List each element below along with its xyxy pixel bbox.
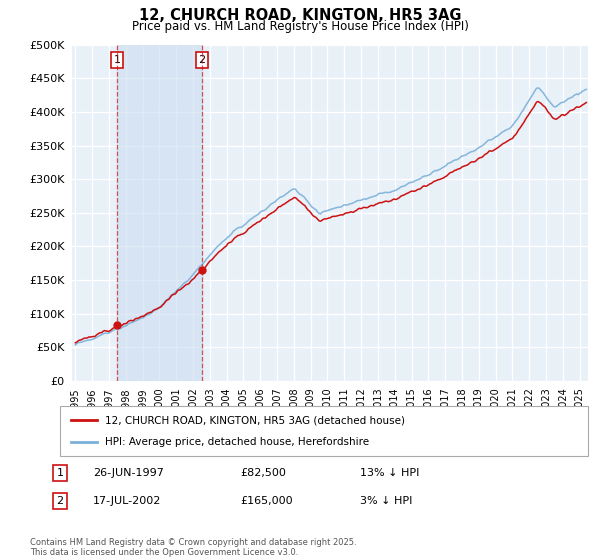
Text: Contains HM Land Registry data © Crown copyright and database right 2025.
This d: Contains HM Land Registry data © Crown c… <box>30 538 356 557</box>
Text: 2: 2 <box>199 55 206 65</box>
FancyBboxPatch shape <box>60 406 588 456</box>
Text: 1: 1 <box>56 468 64 478</box>
Text: £165,000: £165,000 <box>240 496 293 506</box>
Text: £82,500: £82,500 <box>240 468 286 478</box>
Text: 1: 1 <box>113 55 121 65</box>
Text: 3% ↓ HPI: 3% ↓ HPI <box>360 496 412 506</box>
Text: HPI: Average price, detached house, Herefordshire: HPI: Average price, detached house, Here… <box>105 437 369 447</box>
Text: 13% ↓ HPI: 13% ↓ HPI <box>360 468 419 478</box>
Text: 12, CHURCH ROAD, KINGTON, HR5 3AG (detached house): 12, CHURCH ROAD, KINGTON, HR5 3AG (detac… <box>105 415 405 425</box>
Text: 2: 2 <box>56 496 64 506</box>
Text: 17-JUL-2002: 17-JUL-2002 <box>93 496 161 506</box>
Text: 12, CHURCH ROAD, KINGTON, HR5 3AG: 12, CHURCH ROAD, KINGTON, HR5 3AG <box>139 8 461 24</box>
Text: Price paid vs. HM Land Registry's House Price Index (HPI): Price paid vs. HM Land Registry's House … <box>131 20 469 32</box>
Bar <box>117 45 202 381</box>
Text: 26-JUN-1997: 26-JUN-1997 <box>93 468 164 478</box>
